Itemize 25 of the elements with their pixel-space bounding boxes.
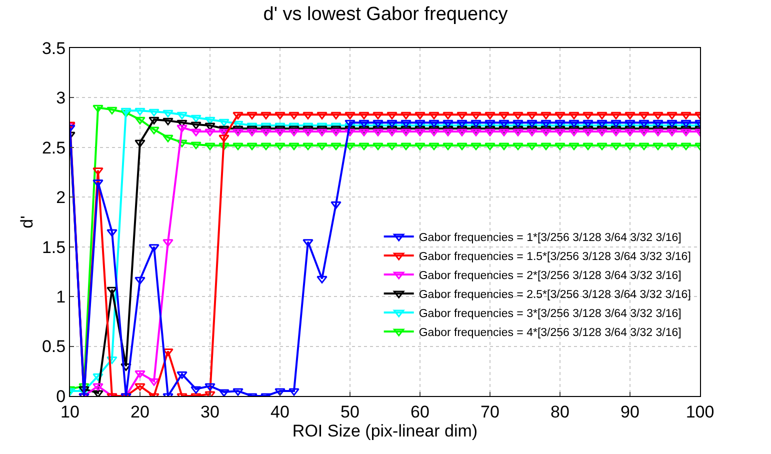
y-tick-label: 1.5 (42, 238, 66, 257)
y-tick-label: 1 (56, 288, 66, 307)
x-tick-label: 90 (620, 402, 640, 422)
x-tick-label: 100 (686, 402, 714, 422)
y-tick-label: 0.5 (42, 337, 66, 356)
y-tick-label: 2 (56, 188, 66, 208)
legend-label: Gabor frequencies = 3*[3/256 3/128 3/64 3/32 3/16] (418, 308, 682, 320)
x-tick-label: 70 (480, 402, 500, 422)
x-axis-title: ROI Size (pix-linear dim) (292, 421, 478, 440)
x-tick-label: 50 (340, 402, 360, 422)
legend-label: Gabor frequencies = 1.5*[3/256 3/128 3/64 3/32 3/16] (418, 250, 691, 263)
x-tick-label: 60 (410, 402, 430, 422)
y-tick-label: 3 (56, 88, 66, 108)
y-tick-label: 2.5 (42, 138, 66, 158)
chart-title: d' vs lowest Gabor frequency (263, 4, 508, 26)
legend-label: Gabor frequencies = 2*[3/256 3/128 3/64 3/32 3/16] (418, 270, 682, 282)
legend-label: Gabor frequencies = 1*[3/256 3/128 3/64 3/32 3/16] (418, 232, 682, 244)
legend-label: Gabor frequencies = 4*[3/256 3/128 3/64 3/32 3/16] (418, 326, 682, 339)
y-tick-label: 3.5 (42, 38, 66, 58)
x-tick-label: 20 (130, 402, 150, 422)
x-tick-label: 30 (200, 402, 220, 422)
x-tick-label: 40 (270, 402, 290, 422)
y-axis-title: d' (18, 216, 37, 228)
x-tick-label: 80 (550, 402, 570, 422)
legend-label: Gabor frequencies = 2.5*[3/256 3/128 3/64 3/32 3/16] (418, 288, 691, 301)
